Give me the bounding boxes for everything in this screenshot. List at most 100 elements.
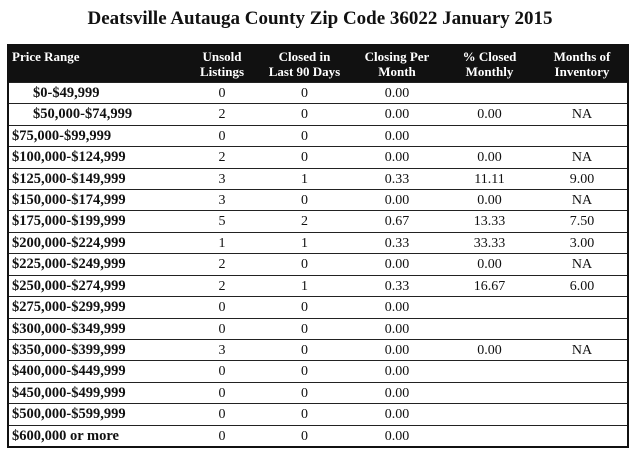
cell-value: NA xyxy=(571,193,593,209)
row-label: $225,000-$249,999 xyxy=(12,256,126,273)
cell-value: 0 xyxy=(301,407,308,423)
cell-value: 0 xyxy=(218,300,226,316)
cell-value: 6.00 xyxy=(569,278,595,294)
cell-value: 0.00 xyxy=(477,257,502,273)
table-row: $50,000-$74,999 2 0 0.00 0.00 NA xyxy=(9,103,627,124)
row-label: $100,000-$124,999 xyxy=(12,149,126,166)
cell-value: 0 xyxy=(218,428,226,444)
table-row: $200,000-$224,999 1 1 0.33 33.33 3.00 xyxy=(9,231,627,253)
cell-value: 0 xyxy=(301,428,308,444)
cell-value: 0.00 xyxy=(384,86,410,101)
table-row: $500,000-$599,999 0 0 0.00 xyxy=(9,403,627,424)
cell-value: 0.00 xyxy=(477,107,502,123)
cell-value: 0 xyxy=(301,257,308,273)
cell-value: 3 xyxy=(218,171,226,187)
header-line: Last 90 Days xyxy=(268,64,341,79)
cell-value: 3 xyxy=(218,342,226,358)
cell-value: 0.00 xyxy=(384,321,410,337)
row-label: $175,000-$199,999 xyxy=(12,213,126,230)
column-header: Closed in Last 90 Days xyxy=(257,46,352,82)
cell-value: 1 xyxy=(301,235,308,251)
cell-value: 0.00 xyxy=(477,193,502,209)
cell-value: 0 xyxy=(218,86,226,101)
column-header: Unsold Listings xyxy=(187,46,257,82)
cell-value: 0 xyxy=(218,407,226,423)
cell-value: 7.50 xyxy=(569,214,595,230)
cell-value: 0 xyxy=(301,86,308,101)
row-label: $350,000-$399,999 xyxy=(12,341,126,358)
header-line: Closing Per xyxy=(364,49,430,64)
cell-value: 2 xyxy=(301,214,308,230)
cell-value: 0.00 xyxy=(384,300,410,316)
table-row: $600,000 or more 0 0 0.00 xyxy=(9,424,627,446)
table-row: $300,000-$349,999 0 0 0.00 xyxy=(9,317,627,339)
header-line: Inventory xyxy=(554,64,610,79)
cell-value: 2 xyxy=(218,150,226,166)
row-label: $400,000-$449,999 xyxy=(12,363,126,380)
header-line: Months of xyxy=(553,49,611,64)
row-label: $600,000 or more xyxy=(12,427,119,444)
header-line: Unsold xyxy=(202,49,242,64)
row-label: $125,000-$149,999 xyxy=(12,170,126,187)
cell-value: NA xyxy=(571,342,593,358)
row-label: $0-$49,999 xyxy=(33,85,100,101)
table-row: $100,000-$124,999 2 0 0.00 0.00 NA xyxy=(9,146,627,167)
row-label: $200,000-$224,999 xyxy=(12,234,126,251)
cell-value: NA xyxy=(571,107,593,123)
header-line: Closed in xyxy=(278,49,331,64)
cell-value: 1 xyxy=(301,278,308,294)
cell-value: 0 xyxy=(218,321,226,337)
cell-value: 0 xyxy=(301,342,308,358)
cell-value: 3 xyxy=(218,193,226,209)
cell-value: 0.00 xyxy=(477,342,502,358)
row-label: $450,000-$499,999 xyxy=(12,384,126,401)
table-row: $125,000-$149,999 3 1 0.33 11.11 9.00 xyxy=(9,167,627,189)
column-header: % Closed Monthly xyxy=(442,46,537,82)
table-row: $150,000-$174,999 3 0 0.00 0.00 NA xyxy=(9,189,627,210)
cell-value: 0.33 xyxy=(384,278,410,294)
row-label: $250,000-$274,999 xyxy=(12,277,126,294)
cell-value: 0.00 xyxy=(384,107,410,123)
table-row: $275,000-$299,999 0 0 0.00 xyxy=(9,296,627,317)
cell-value: 1 xyxy=(301,171,308,187)
cell-value: 3.00 xyxy=(569,235,595,251)
cell-value: 1 xyxy=(218,235,226,251)
header-line: % Closed xyxy=(462,49,517,64)
row-label: $75,000-$99,999 xyxy=(12,127,112,144)
cell-value: 0 xyxy=(301,321,308,337)
row-label: $50,000-$74,999 xyxy=(33,106,133,123)
table: Price Range Unsold Listings Closed in Last 9… xyxy=(7,44,629,448)
cell-value: 0.67 xyxy=(384,214,410,230)
cell-value: 0 xyxy=(301,150,308,166)
table-row: $250,000-$274,999 2 1 0.33 16.67 6.00 xyxy=(9,274,627,296)
cell-value: 0 xyxy=(301,385,308,401)
table-row: $75,000-$99,999 0 0 0.00 xyxy=(9,124,627,146)
table-row: $400,000-$449,999 0 0 0.00 xyxy=(9,360,627,381)
cell-value: 5 xyxy=(218,214,226,230)
cell-value: 2 xyxy=(218,257,226,273)
cell-value: 0.00 xyxy=(384,128,410,144)
cell-value: 0 xyxy=(301,364,308,380)
title: Deatsville Autauga County Zip Code 36022… xyxy=(87,8,553,29)
cell-value: 0 xyxy=(301,128,308,144)
table-row: $350,000-$399,999 3 0 0.00 0.00 NA xyxy=(9,338,627,360)
cell-value: 0 xyxy=(301,193,308,209)
cell-value: 11.11 xyxy=(474,171,505,187)
cell-value: 0.00 xyxy=(384,150,410,166)
cell-value: 0.00 xyxy=(384,193,410,209)
cell-value: 13.33 xyxy=(473,214,506,230)
row-label: $500,000-$599,999 xyxy=(12,406,126,423)
cell-value: 0.00 xyxy=(384,364,410,380)
column-header: Months of Inventory xyxy=(537,46,627,82)
cell-value: 0.00 xyxy=(477,150,502,166)
cell-value: 16.67 xyxy=(473,278,506,294)
cell-value: 0.33 xyxy=(384,171,410,187)
table-row: $0-$49,999 0 0 0.00 xyxy=(9,82,627,103)
cell-value: 0.00 xyxy=(384,257,410,273)
cell-value: NA xyxy=(571,257,593,273)
cell-value: 0 xyxy=(218,364,226,380)
cell-value: NA xyxy=(571,150,593,166)
cell-value: 0 xyxy=(301,300,308,316)
cell-value: 9.00 xyxy=(569,171,595,187)
